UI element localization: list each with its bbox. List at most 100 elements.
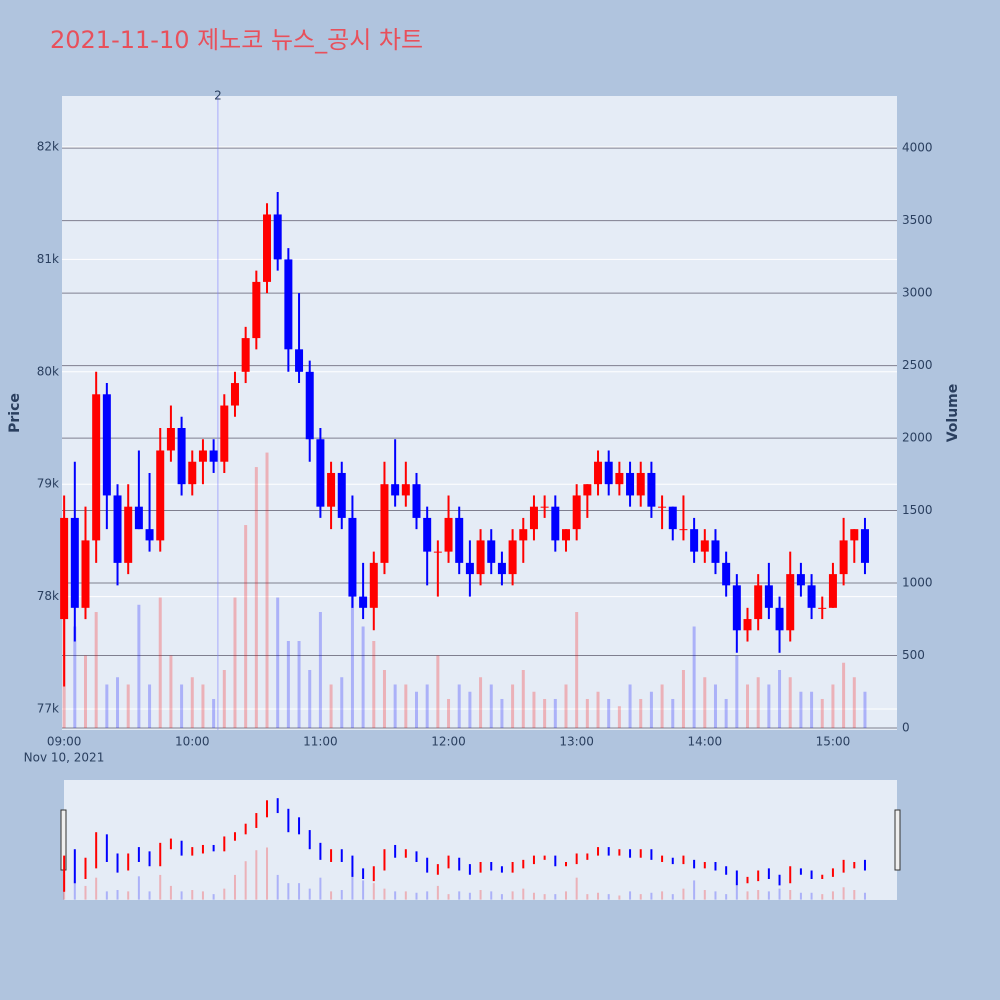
slider-volume-bar bbox=[639, 894, 642, 900]
candle-body bbox=[476, 540, 485, 575]
slider-volume-bar bbox=[394, 891, 397, 900]
candle-body bbox=[658, 506, 667, 508]
y-tick-label: 77k bbox=[37, 701, 59, 715]
slider-volume-bar bbox=[810, 892, 813, 900]
y2-tick-label: 0 bbox=[902, 720, 910, 734]
slider-volume-bar bbox=[575, 877, 578, 900]
volume-bar bbox=[222, 669, 226, 728]
candle-body bbox=[583, 484, 592, 496]
slider-volume-bar bbox=[255, 850, 258, 900]
candle-body bbox=[327, 472, 336, 507]
slider-volume-bar bbox=[703, 890, 706, 900]
candle-body bbox=[92, 394, 101, 541]
volume-bar bbox=[788, 677, 792, 728]
volume-bar bbox=[628, 684, 632, 728]
y-tick-label: 80k bbox=[37, 364, 59, 378]
candle-body bbox=[348, 517, 357, 597]
volume-bar bbox=[724, 698, 728, 728]
candle-body bbox=[572, 495, 581, 530]
slider-volume-bar bbox=[458, 891, 461, 900]
candle-body bbox=[70, 517, 79, 608]
candle-body bbox=[412, 484, 421, 518]
slider-volume-bar bbox=[148, 891, 151, 900]
candle-body bbox=[626, 472, 635, 496]
volume-bar bbox=[233, 597, 237, 728]
slider-volume-bar bbox=[415, 892, 418, 900]
volume-bar bbox=[382, 669, 386, 728]
slider-volume-bar bbox=[671, 894, 674, 900]
candle-body bbox=[81, 540, 90, 608]
candle-body bbox=[497, 562, 506, 575]
volume-bar bbox=[329, 684, 333, 728]
candle-body bbox=[241, 338, 250, 372]
candle-body bbox=[711, 540, 720, 563]
x-date-label: Nov 10, 2021 bbox=[24, 751, 105, 765]
volume-bar bbox=[94, 612, 98, 728]
slider-volume-bar bbox=[127, 891, 130, 900]
candle-body bbox=[860, 529, 869, 563]
chart-title: 2021-11-10 제노코 뉴스_공시 차트 bbox=[50, 26, 423, 54]
volume-bar bbox=[447, 698, 451, 728]
y2-tick-label: 500 bbox=[902, 648, 925, 662]
candle-body bbox=[188, 461, 197, 485]
candle-body bbox=[465, 562, 474, 575]
candle-body bbox=[156, 450, 165, 541]
slider-volume-bar bbox=[351, 872, 354, 900]
slider-volume-bar bbox=[404, 891, 407, 900]
candle-body bbox=[786, 574, 795, 631]
candle-body bbox=[594, 461, 603, 485]
volume-bar bbox=[831, 684, 835, 728]
slider-volume-bar bbox=[767, 891, 770, 900]
slider-volume-bar bbox=[799, 892, 802, 900]
range-handle[interactable] bbox=[894, 809, 901, 871]
candle-body bbox=[166, 428, 175, 451]
volume-bar bbox=[703, 677, 707, 728]
y2-tick-label: 4000 bbox=[902, 141, 933, 155]
candle-body bbox=[252, 281, 261, 339]
y2-axis-title: Volume bbox=[945, 384, 961, 443]
candle-body bbox=[519, 529, 528, 541]
slider-volume-bar bbox=[201, 891, 204, 900]
slider-volume-bar bbox=[661, 891, 664, 900]
candle-body bbox=[540, 506, 549, 508]
candle-body bbox=[850, 529, 859, 541]
y2-tick-label: 3500 bbox=[902, 213, 933, 227]
slider-volume-bar bbox=[266, 847, 269, 900]
volume-bar bbox=[415, 691, 419, 728]
slider-volume-bar bbox=[372, 883, 375, 900]
slider-volume-bar bbox=[853, 890, 856, 900]
candle-body bbox=[433, 551, 442, 553]
slider-volume-bar bbox=[436, 885, 439, 900]
candle-body bbox=[700, 540, 709, 552]
volume-bar bbox=[404, 684, 408, 728]
candle-body bbox=[305, 371, 314, 440]
volume-bar bbox=[244, 525, 248, 728]
candle-body bbox=[198, 450, 207, 462]
annotation: 2 bbox=[214, 89, 222, 103]
volume-bar bbox=[265, 452, 269, 728]
slider-volume-bar bbox=[693, 880, 696, 900]
candle-body bbox=[263, 214, 272, 282]
y2-tick-label: 2000 bbox=[902, 431, 933, 445]
slider-volume-bar bbox=[137, 876, 140, 900]
volume-bar bbox=[842, 662, 846, 728]
volume-bar bbox=[169, 655, 173, 728]
slider-volume-bar bbox=[479, 890, 482, 900]
volume-bar bbox=[457, 684, 461, 728]
candle-body bbox=[551, 506, 560, 541]
volume-bar bbox=[126, 684, 130, 728]
volume-bar bbox=[201, 684, 205, 728]
slider-volume-bar bbox=[319, 877, 322, 900]
slider-volume-bar bbox=[511, 891, 514, 900]
range-slider[interactable] bbox=[64, 780, 897, 900]
candle-body bbox=[508, 540, 517, 575]
slider-volume-bar bbox=[212, 894, 215, 900]
volume-bar bbox=[276, 597, 280, 728]
candle-body bbox=[401, 484, 410, 496]
volume-bar bbox=[489, 684, 493, 728]
volume-bar bbox=[350, 583, 354, 728]
candle-body bbox=[828, 574, 837, 608]
volume-bar bbox=[532, 691, 536, 728]
x-tick-label: 13:00 bbox=[559, 735, 594, 749]
volume-bar bbox=[521, 669, 525, 728]
